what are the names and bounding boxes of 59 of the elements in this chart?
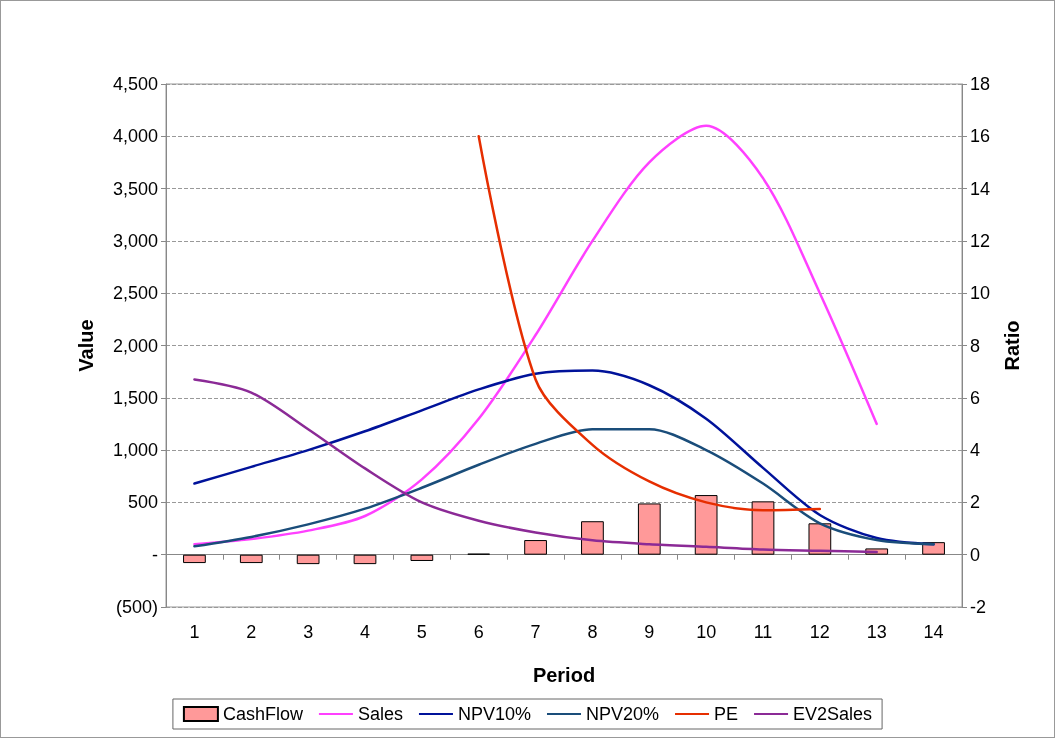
legend-label: EV2Sales	[793, 704, 873, 724]
x-tick-label: 12	[809, 622, 830, 642]
x-axis-title: Period	[532, 664, 596, 686]
bar	[524, 540, 547, 555]
y-tick-label: 1,000	[112, 440, 158, 461]
x-tick-label: 3	[303, 622, 314, 642]
y-tick-label: 500	[127, 492, 158, 513]
x-tick-label: 14	[923, 622, 944, 642]
bar	[637, 503, 661, 555]
legend-label: Sales	[357, 704, 403, 724]
line-series	[193, 427, 935, 548]
y2-tick-label: 10	[970, 283, 991, 304]
x-tick-label: 5	[416, 622, 427, 642]
x-tick-label: 10	[696, 622, 717, 642]
y2-tick-label: 0	[970, 544, 981, 565]
bar	[410, 554, 434, 561]
y-axis-title: Value	[75, 319, 97, 372]
y2-tick-label: 16	[970, 126, 991, 147]
x-tick-label: 11	[753, 622, 773, 642]
y2-tick-label: 4	[970, 440, 981, 461]
y2-tick-label: 12	[970, 230, 991, 251]
x-tick-label: 7	[530, 622, 541, 642]
bar	[581, 521, 604, 555]
bar	[296, 554, 320, 565]
line-series	[193, 378, 878, 554]
legend-label: PE	[714, 704, 739, 724]
bar	[922, 542, 945, 555]
y-tick-label: 1,500	[112, 387, 158, 408]
x-tick-label: 1	[189, 622, 200, 642]
x-tick-label: 13	[866, 622, 887, 642]
bar	[694, 495, 718, 555]
y-tick-label: 4,500	[112, 74, 158, 94]
y-tick-label: 4,000	[112, 126, 158, 147]
line-series	[193, 124, 878, 546]
bar	[353, 554, 377, 565]
y2-tick-label: 6	[970, 387, 981, 408]
y2-tick-label: 14	[970, 178, 991, 199]
y-tick-label: 2,500	[112, 283, 158, 304]
x-tick-label: 2	[246, 622, 257, 642]
y2-tick-label: 18	[970, 74, 991, 94]
line-series	[477, 135, 822, 512]
y2-tick-label: 8	[970, 335, 981, 356]
y2-tick-label: -2	[970, 597, 987, 617]
y-tick-label: 2,000	[112, 335, 158, 356]
x-tick-label: 9	[644, 622, 655, 642]
y2-axis-title: Ratio	[1001, 320, 1023, 371]
y2-tick-label: 2	[970, 492, 981, 513]
legend-label: NPV20%	[586, 704, 660, 724]
y-tick-label: -	[152, 544, 158, 565]
x-tick-label: 4	[359, 622, 371, 642]
legend-label: NPV10%	[457, 704, 531, 724]
y-tick-label: (500)	[115, 597, 158, 617]
bar	[183, 554, 206, 564]
bar	[239, 554, 263, 564]
y-tick-label: 3,500	[112, 178, 158, 199]
x-tick-label: 6	[473, 622, 484, 642]
y-tick-label: 3,000	[112, 230, 158, 251]
x-tick-label: 8	[587, 622, 598, 642]
legend-label: CashFlow	[222, 704, 304, 724]
